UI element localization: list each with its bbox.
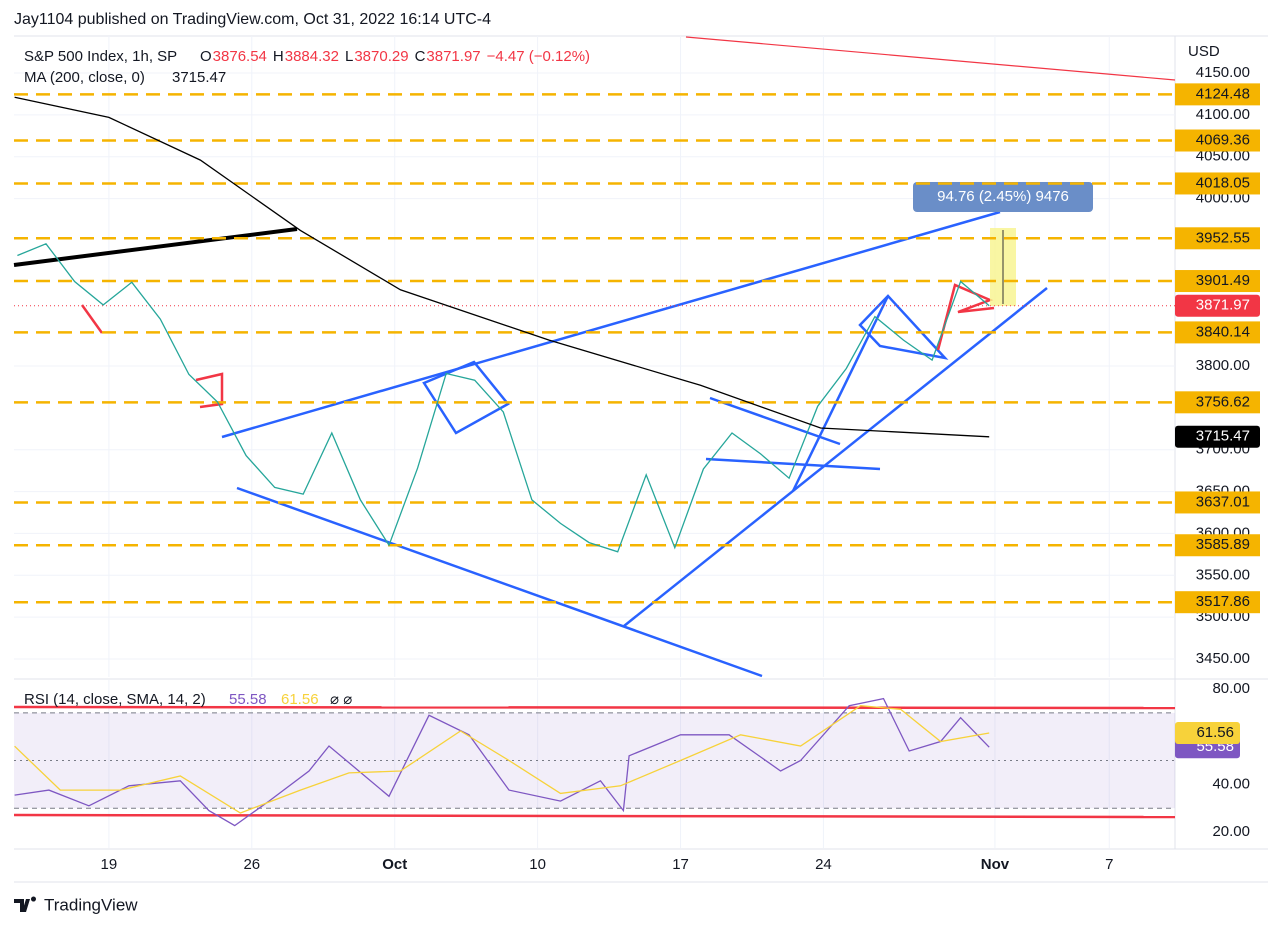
x-tick-label: Nov	[981, 856, 1010, 873]
x-tick-label: 19	[101, 856, 118, 873]
level-tag	[1175, 129, 1260, 152]
price-tag	[1175, 425, 1260, 448]
rsi-ma-value: 61.56	[281, 691, 319, 708]
level-label: 3840.14	[1196, 323, 1250, 340]
visibility-icons[interactable]: ⌀ ⌀	[330, 691, 352, 708]
y-tick-label: 3550.00	[1196, 566, 1250, 583]
y-tick-label: 4100.00	[1196, 106, 1250, 123]
rsi-title: RSI (14, close, SMA, 14, 2)	[24, 691, 206, 708]
level-tag	[1175, 591, 1260, 614]
y-tick-label: 3450.00	[1196, 650, 1250, 667]
legend: S&P 500 Index, 1h, SP MA (200, close, 0)…	[24, 43, 1220, 708]
ohlc-value: 3870.29	[354, 48, 408, 65]
ohlc-value: 3884.32	[285, 48, 339, 65]
rsi-tag-label: 61.56	[1196, 724, 1234, 741]
indicator-value: 3715.47	[172, 69, 226, 86]
publisher: Jay1104 published on TradingView.com, Oc…	[14, 11, 491, 28]
price-tag-label: 3715.47	[1196, 428, 1250, 445]
x-tick-label: 26	[243, 856, 260, 873]
x-tick-label: 7	[1105, 856, 1113, 873]
rsi-value: 55.58	[229, 691, 267, 708]
level-tag	[1175, 227, 1260, 250]
x-tick-label: Oct	[382, 856, 407, 873]
indicator-title: MA (200, close, 0)	[24, 69, 145, 86]
grid	[14, 36, 1175, 848]
trend-line	[13, 705, 1176, 710]
symbol-title: S&P 500 Index, 1h, SP	[24, 48, 177, 65]
level-label: 4018.05	[1196, 174, 1250, 191]
currency: USD	[1188, 43, 1220, 60]
ohlc-label: H	[273, 48, 284, 65]
ohlc-label: O	[200, 48, 212, 65]
y-tick-label: 4050.00	[1196, 148, 1250, 165]
level-label: 4124.48	[1196, 85, 1250, 102]
rsi-tick-label: 80.00	[1212, 680, 1250, 697]
series-line-secondary	[14, 96, 990, 438]
level-tag	[1175, 172, 1260, 195]
rsi-tick-label: 40.00	[1212, 775, 1250, 792]
level-label: 3517.86	[1196, 593, 1250, 610]
change: −4.47 (−0.12%)	[487, 48, 590, 65]
trend-line	[13, 227, 298, 267]
price-tag-label: 3871.97	[1196, 297, 1250, 314]
level-tag	[1175, 270, 1260, 293]
brand: TradingView	[44, 895, 138, 914]
level-label: 3952.55	[1196, 229, 1250, 246]
y-tick-label: 4150.00	[1196, 64, 1250, 81]
level-label: 3901.49	[1196, 272, 1250, 289]
level-tag	[1175, 534, 1260, 557]
level-label: 3637.01	[1196, 493, 1250, 510]
level-tag	[1175, 391, 1260, 414]
ohlc-value: 3871.97	[426, 48, 480, 65]
level-tag	[1175, 83, 1260, 106]
measure-label: 94.76 (2.45%) 9476	[937, 188, 1069, 205]
logo: TradingView	[14, 895, 138, 914]
price-tag	[1175, 294, 1260, 317]
level-label: 4069.36	[1196, 131, 1250, 148]
rsi-tick-label: 20.00	[1212, 823, 1250, 840]
level-tag	[1175, 491, 1260, 514]
ohlc-label: L	[345, 48, 353, 65]
x-tick-label: 24	[815, 856, 832, 873]
ohlc-label: C	[415, 48, 426, 65]
series-line	[14, 697, 990, 827]
series-line-secondary	[14, 705, 990, 814]
y-tick-label: 3800.00	[1196, 357, 1250, 374]
trend-line	[685, 36, 1176, 81]
trend-line	[13, 813, 1176, 819]
measure-label-box	[913, 182, 1093, 212]
x-tick-label: 10	[529, 856, 546, 873]
rsi-tag	[1175, 721, 1240, 744]
ohlc-value: 3876.54	[213, 48, 267, 65]
series	[14, 96, 990, 827]
drawings: 94.76 (2.45%) 9476	[13, 36, 1176, 819]
x-tick-label: 17	[672, 856, 689, 873]
level-tag	[1175, 321, 1260, 344]
level-label: 3585.89	[1196, 536, 1250, 553]
axes: 19 26 Oct 10 17 24 Nov 74150.004100.004050.0040…	[101, 64, 1260, 873]
series-line	[17, 243, 990, 553]
level-label: 3756.62	[1196, 393, 1250, 410]
